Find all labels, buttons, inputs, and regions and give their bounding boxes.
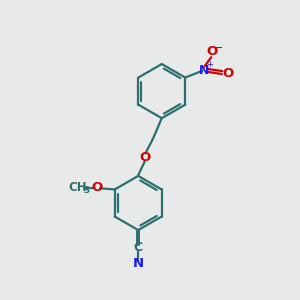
Text: 3: 3	[83, 186, 90, 195]
Text: O: O	[139, 151, 150, 164]
Text: O: O	[91, 182, 102, 194]
Text: O: O	[206, 45, 218, 58]
Text: C: C	[134, 241, 143, 254]
Text: CH: CH	[68, 182, 87, 194]
Text: N: N	[199, 64, 210, 77]
Text: N: N	[133, 256, 144, 270]
Text: O: O	[222, 67, 234, 80]
Text: −: −	[213, 42, 224, 55]
Text: +: +	[206, 60, 213, 69]
